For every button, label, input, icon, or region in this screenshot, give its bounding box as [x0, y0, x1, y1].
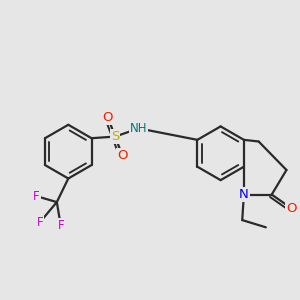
- Text: F: F: [57, 219, 64, 232]
- Text: NH: NH: [130, 122, 148, 135]
- Text: N: N: [239, 188, 249, 201]
- Text: O: O: [286, 202, 297, 215]
- Text: F: F: [33, 190, 40, 203]
- Text: S: S: [111, 130, 119, 143]
- Text: O: O: [103, 111, 113, 124]
- Text: F: F: [37, 216, 43, 229]
- Text: O: O: [117, 149, 128, 162]
